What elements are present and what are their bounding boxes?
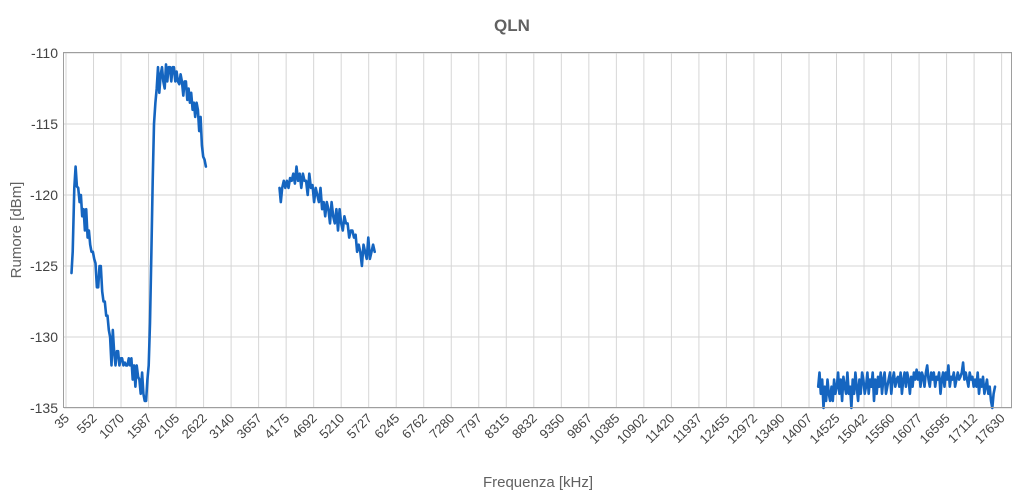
x-tick-label: 13490: [751, 411, 787, 447]
y-tick-label: -135: [30, 400, 58, 416]
x-axis-title: Frequenza [kHz]: [483, 474, 593, 491]
qln-series-segment-3: [816, 361, 997, 410]
x-tick-label: 16595: [917, 411, 953, 447]
x-tick-label: 14007: [779, 411, 815, 447]
plot-frame: [63, 52, 1012, 408]
x-tick-label: 15560: [861, 411, 897, 447]
y-tick-label: -130: [30, 329, 58, 345]
x-tick-label: 3140: [206, 411, 237, 442]
x-axis-ticks: 35 55210701587210526223140365741754692521…: [51, 411, 1007, 447]
y-tick-label: -115: [31, 116, 58, 132]
x-tick-label: 7280: [426, 411, 457, 442]
x-tick-label: 6762: [399, 411, 430, 442]
x-tick-label: 2622: [179, 411, 210, 442]
x-tick-label: 4692: [289, 411, 320, 442]
x-tick-label: 1587: [124, 411, 155, 442]
x-tick-label: 7797: [454, 411, 485, 442]
grid: [64, 52, 1012, 409]
y-axis-ticks: -110 -115 -120 -125 -130 -135: [30, 45, 58, 416]
x-tick-label: 10902: [614, 411, 650, 447]
x-tick-label: 8315: [481, 411, 512, 442]
x-tick-label: 8832: [509, 411, 540, 442]
x-tick-label: 1070: [96, 411, 127, 442]
x-tick-label: 552: [74, 411, 100, 437]
x-tick-label: 5210: [316, 411, 347, 442]
x-tick-label: 15042: [834, 411, 870, 447]
x-tick-label: 12972: [724, 411, 760, 447]
x-tick-label: 9350: [536, 411, 567, 442]
y-tick-label: -120: [30, 187, 58, 203]
x-tick-label: 5727: [344, 411, 375, 442]
qln-series-segment-2: [278, 165, 377, 268]
y-tick-label: -125: [30, 258, 58, 274]
x-tick-label: 16077: [889, 411, 925, 447]
x-tick-label: 6245: [371, 411, 402, 442]
x-tick-label: 14525: [806, 411, 842, 447]
qln-series-segment-1: [70, 63, 208, 403]
x-tick-label: 4175: [261, 411, 292, 442]
chart-title: QLN: [494, 16, 530, 35]
x-tick-label: 10385: [586, 411, 622, 447]
x-tick-label: 2105: [151, 411, 182, 442]
x-tick-label: 17630: [972, 411, 1008, 447]
x-tick-label: 3657: [234, 411, 265, 442]
x-tick-label: 11420: [642, 411, 677, 446]
series-area: [70, 63, 997, 410]
y-tick-label: -110: [31, 45, 58, 61]
y-axis-title: Rumore [dBm]: [8, 182, 25, 279]
x-tick-label: 12455: [696, 411, 732, 447]
